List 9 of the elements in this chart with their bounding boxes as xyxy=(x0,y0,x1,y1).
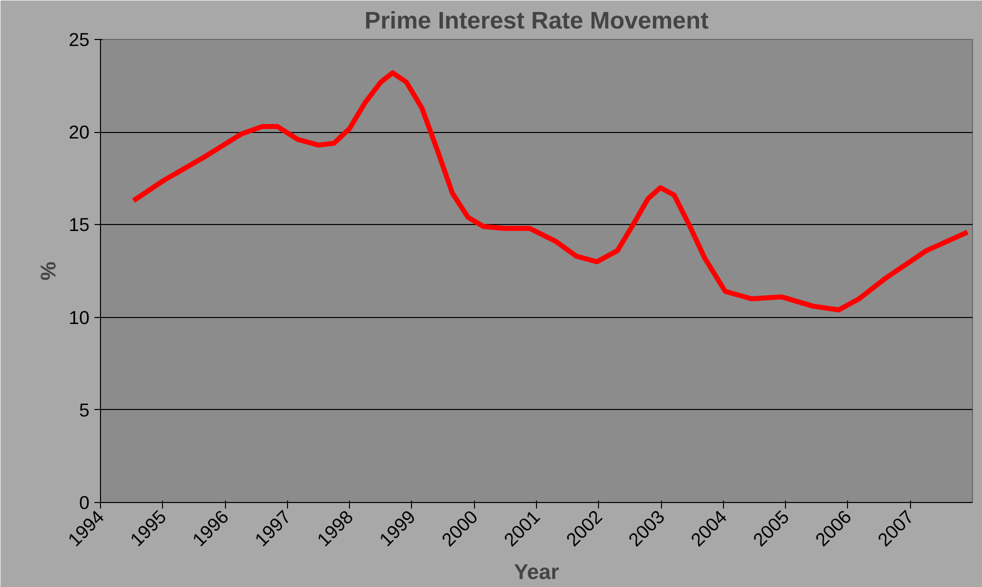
y-tick-label: 5 xyxy=(79,399,90,420)
y-axis-title: % xyxy=(36,261,61,280)
chart-title: Prime Interest Rate Movement xyxy=(364,8,709,34)
y-tick-label: 20 xyxy=(68,122,90,143)
x-axis-title: Year xyxy=(514,560,560,584)
y-tick-label: 15 xyxy=(68,214,90,236)
y-tick-label: 25 xyxy=(68,29,90,50)
y-tick-label: 10 xyxy=(68,306,90,328)
y-tick-label: 0 xyxy=(79,492,90,513)
